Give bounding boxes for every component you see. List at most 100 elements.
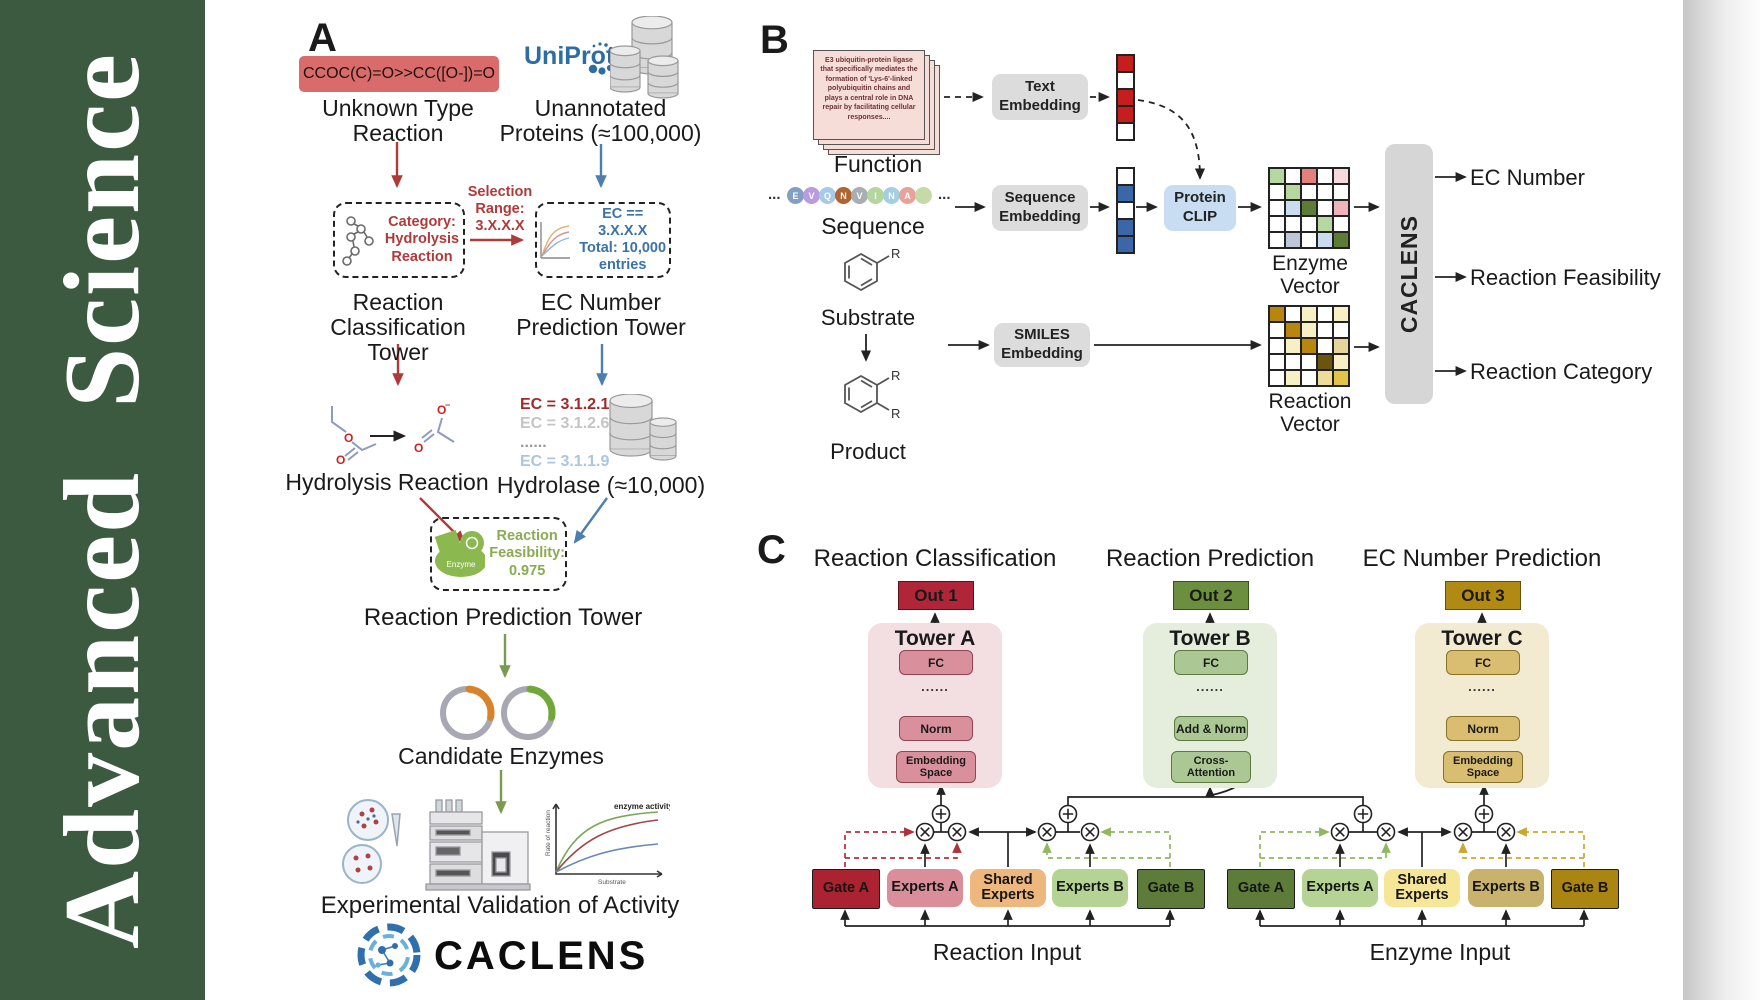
substrate-molecule-icon: R [844, 246, 900, 292]
matrix-cell [1269, 354, 1285, 370]
ec-candidate: ...... [520, 433, 547, 451]
uniprot-wordmark: UniProt [524, 42, 615, 70]
residue-circle: E [787, 187, 804, 204]
matrix-cell [1317, 370, 1333, 386]
matrix-cell [1269, 184, 1285, 200]
residue-circle: I [867, 187, 884, 204]
matrix-cell [1333, 232, 1349, 248]
enzyme-vector-label: Enzyme Vector [1272, 252, 1348, 298]
ec-number-prediction-tower-label: EC Number Prediction Tower [516, 289, 686, 340]
ec-range-dashed-box: EC == 3.X.X.X Total: 10,000 entries [535, 202, 671, 278]
category-text: Category: Hydrolysis Reaction [384, 214, 460, 265]
svg-text:enzyme activity: enzyme activity [614, 802, 670, 811]
svg-text:Substrate: Substrate [598, 879, 626, 886]
tower-title: Reaction Prediction [1105, 545, 1315, 572]
vector-cell [1117, 168, 1134, 185]
add-op-icon [1474, 804, 1494, 824]
matrix-cell [1317, 338, 1333, 354]
matrix-cell [1285, 338, 1301, 354]
function-description: E3 ubiquitin-protein ligase that specifi… [820, 57, 918, 121]
green-arrows [495, 634, 511, 815]
experimental-validation-label: Experimental Validation of Activity [320, 892, 680, 919]
ec-candidate: EC = 3.1.2.6 [520, 414, 610, 432]
hplc-instrument-icon [425, 799, 531, 891]
matrix-cell [1301, 370, 1317, 386]
product-molecule-icon: R R [844, 368, 900, 421]
experts-box-experts-b: Experts B [1468, 869, 1544, 907]
vector-cell [1117, 185, 1134, 202]
residue-circle: N [835, 187, 852, 204]
fc-layer: FC [899, 650, 973, 675]
gate-box-gate-a: Gate A [812, 869, 880, 909]
hydrolase-label: Hydrolase (≈10,000) [496, 472, 706, 498]
matrix-cell [1317, 200, 1333, 216]
matrix-cell [1301, 232, 1317, 248]
molecule-scatter-icon [342, 216, 374, 266]
norm-layer: Norm [1446, 716, 1520, 741]
feasibility-text: Reaction Feasibility: 0.975 [489, 527, 565, 579]
out-box: Out 2 [1173, 581, 1249, 610]
matrix-cell [1333, 306, 1349, 322]
hydrolase-database-icon [609, 394, 677, 461]
gate-box-gate-a: Gate A [1227, 869, 1295, 909]
matrix-cell [1333, 168, 1349, 184]
uniprot-logo: UniProt [524, 42, 614, 71]
svg-text:O: O [437, 403, 446, 417]
multiply-op-icon [1376, 822, 1396, 842]
norm-layer: Norm [899, 716, 973, 741]
matrix-cell [1333, 370, 1349, 386]
add-op-icon [1058, 804, 1078, 824]
add-op-icon [931, 804, 951, 824]
unannotated-proteins-label: Unannotated Proteins (≈100,000) [499, 95, 702, 146]
matrix-cell [1333, 184, 1349, 200]
journal-sidebar: Advanced Science [0, 0, 205, 1000]
matrix-cell [1285, 354, 1301, 370]
matrix-cell [1317, 354, 1333, 370]
matrix-cell [1269, 200, 1285, 216]
svg-text:R: R [891, 246, 900, 261]
stack-dots: ...... [1196, 679, 1224, 694]
matrix-cell [1317, 306, 1333, 322]
matrix-cell [1269, 322, 1285, 338]
sequence-label: Sequence [821, 213, 925, 239]
reaction-input-label: Reaction Input [932, 939, 1082, 965]
matrix-cell [1285, 370, 1301, 386]
reaction-classification-tower-label: Reaction Classification Tower [330, 289, 466, 365]
vector-cell [1117, 106, 1134, 123]
add-op-icon [1353, 804, 1373, 824]
ec-candidate: EC = 3.1.2.1 [520, 396, 610, 413]
smiles-reaction-box: CCOC(C)=O>>CC([O-])=O [299, 56, 499, 92]
category-dashed-box: Category: Hydrolysis Reaction [333, 202, 465, 278]
enzyme-input-label: Enzyme Input [1369, 939, 1511, 965]
plasmids-icon [439, 685, 556, 741]
tower-name: Tower C [1441, 627, 1523, 650]
protein-clip-box: Protein CLIP [1164, 185, 1236, 231]
svg-text:O: O [344, 431, 353, 445]
base-layer: Embedding Space [896, 751, 976, 783]
svg-text:R: R [891, 406, 900, 421]
blue-arrows [573, 144, 608, 544]
caclens-module-label: CACLENS [1395, 214, 1422, 334]
matrix-cell [1269, 232, 1285, 248]
matrix-cell [1317, 322, 1333, 338]
matrix-cell [1269, 216, 1285, 232]
matrix-cell [1285, 184, 1301, 200]
residue-circle [915, 187, 932, 204]
feasibility-dashed-box: Enzyme Reaction Feasibility: 0.975 [430, 517, 567, 591]
ester-molecule-icon: O O [331, 406, 377, 466]
residue-circle: V [851, 187, 868, 204]
reaction-vector-matrix [1268, 305, 1350, 387]
database-stack-icon [610, 16, 679, 99]
matrix-cell [1301, 200, 1317, 216]
matrix-cell [1269, 338, 1285, 354]
svg-text:R: R [891, 368, 900, 383]
output-reaction-feasibility: Reaction Feasibility [1470, 265, 1661, 290]
output-reaction-category: Reaction Category [1470, 359, 1653, 384]
matrix-cell [1317, 232, 1333, 248]
product-label: Product [830, 439, 906, 464]
experts-box-experts-b: Experts B [1052, 869, 1128, 907]
svg-text:−: − [445, 400, 450, 410]
fc-layer: FC [1446, 650, 1520, 675]
matrix-cell [1285, 322, 1301, 338]
vector-cell [1117, 123, 1134, 140]
